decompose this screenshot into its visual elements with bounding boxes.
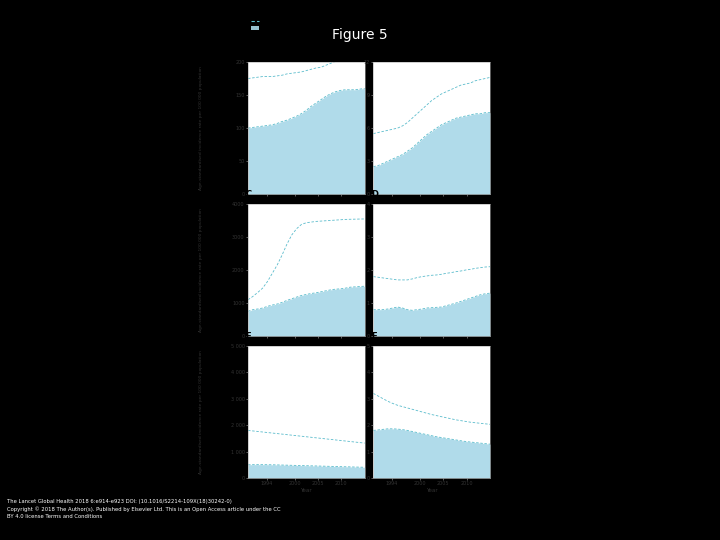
Text: Age-standardised incidence rate per 100 000 population: Age-standardised incidence rate per 100 … bbox=[199, 208, 203, 332]
Legend: Age-standardised incidence rate, Crude incidence cases: Age-standardised incidence rate, Crude i… bbox=[251, 18, 343, 31]
Text: Age-standardised incidence rate per 100 000 population: Age-standardised incidence rate per 100 … bbox=[199, 66, 203, 190]
Text: Figure 5: Figure 5 bbox=[332, 28, 388, 42]
Text: A: A bbox=[246, 48, 252, 57]
X-axis label: Year: Year bbox=[426, 488, 438, 493]
Text: C: C bbox=[246, 190, 252, 199]
X-axis label: Year: Year bbox=[300, 488, 312, 493]
Text: The Lancet Global Health 2018 6:e914-e923 DOI: (10.1016/S2214-109X(18)30242-0)
C: The Lancet Global Health 2018 6:e914-e92… bbox=[7, 500, 281, 518]
Text: D: D bbox=[371, 190, 378, 199]
Text: F: F bbox=[371, 332, 377, 341]
Text: E: E bbox=[246, 332, 251, 341]
Text: Age-standardised incidence rate per 100 000 population: Age-standardised incidence rate per 100 … bbox=[199, 350, 203, 474]
Text: B: B bbox=[371, 48, 377, 57]
